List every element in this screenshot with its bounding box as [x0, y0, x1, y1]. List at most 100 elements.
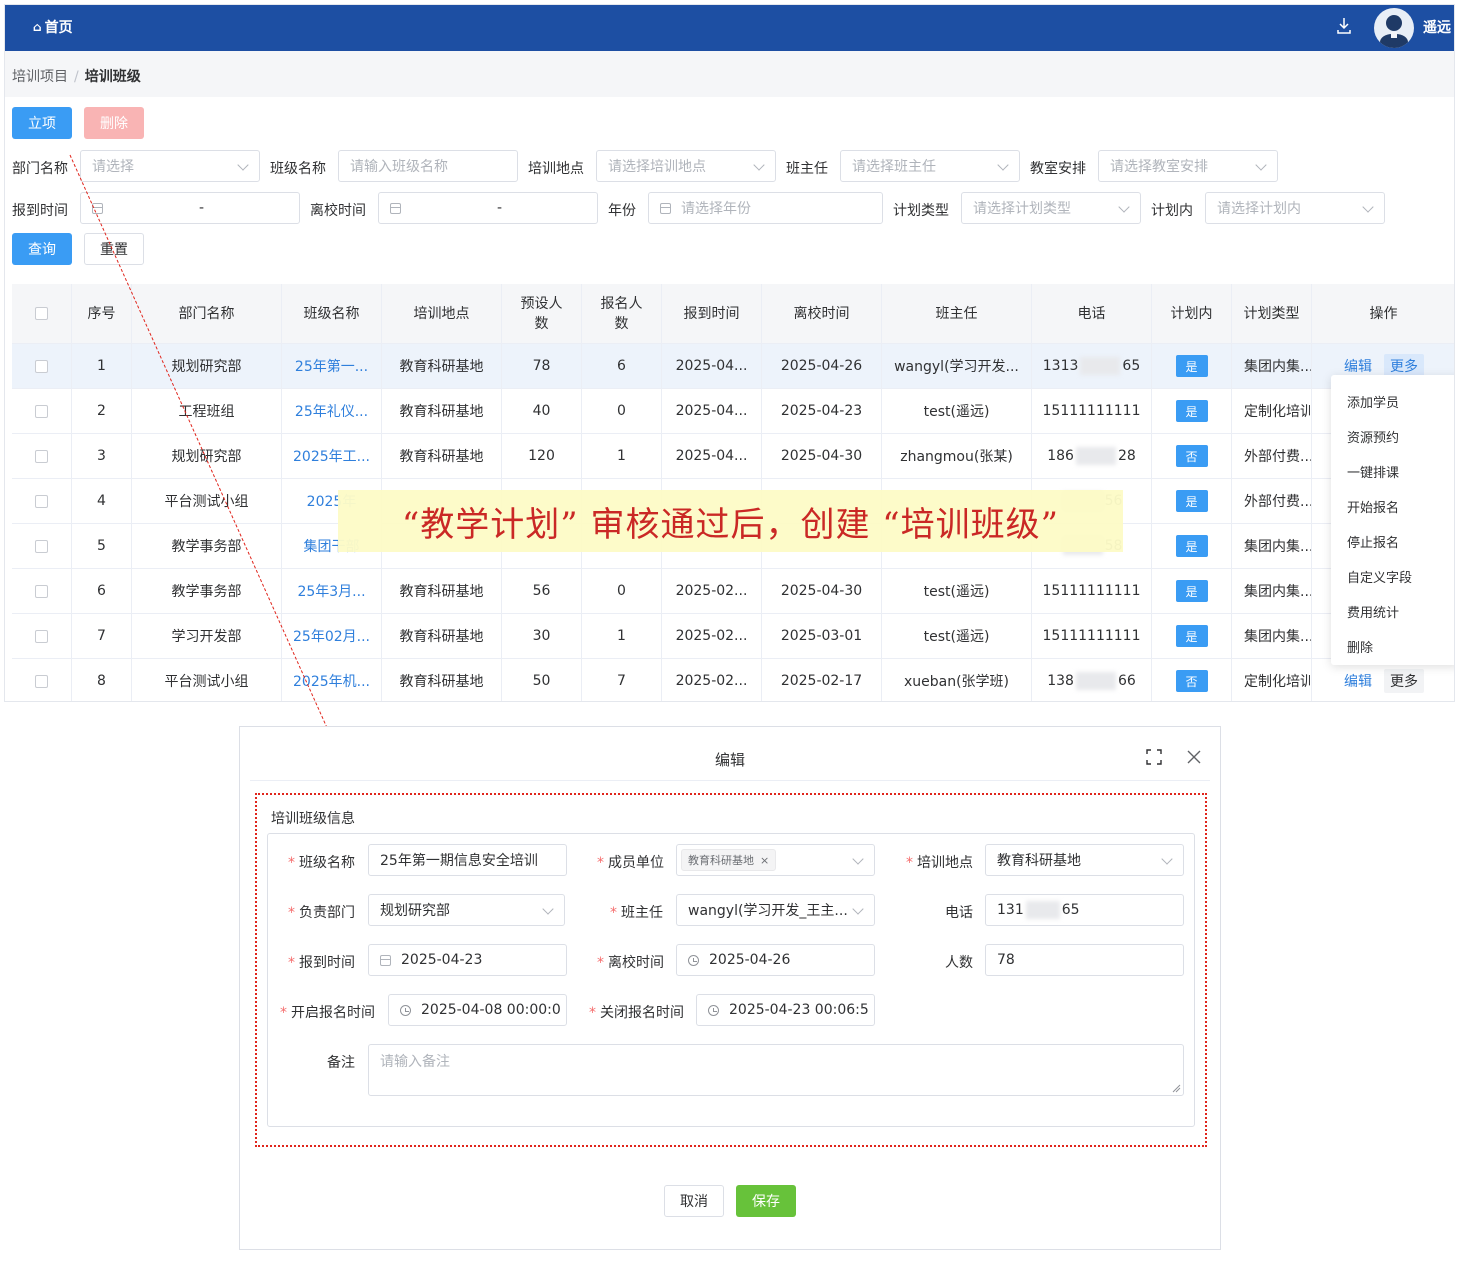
- class-name-input[interactable]: 请输入班级名称: [338, 150, 518, 182]
- table-row[interactable]: 7 学习开发部 25年02月... 教育科研基地 30 1 2025-02... 2025-0…: [12, 614, 1454, 659]
- edit-link[interactable]: 编辑: [1344, 359, 1372, 375]
- row-checkbox[interactable]: [12, 614, 72, 658]
- create-button[interactable]: 立项: [12, 107, 72, 139]
- dropdown-item[interactable]: 添加学员: [1347, 396, 1400, 411]
- reset-button[interactable]: 重置: [84, 233, 144, 265]
- class-name-label: * 班级名称: [288, 855, 355, 871]
- inplan-badge: 是: [1175, 355, 1208, 377]
- arrive-cell: 2025-04...: [662, 344, 762, 388]
- cls-cell[interactable]: 2025年机...: [282, 659, 382, 701]
- inplan-badge: 是: [1175, 400, 1208, 422]
- phone-part: 66: [1117, 673, 1136, 689]
- cls-cell[interactable]: 25年第一...: [282, 344, 382, 388]
- dropdown-item[interactable]: 资源预约: [1347, 431, 1400, 446]
- row-checkbox[interactable]: [12, 389, 72, 433]
- chevron-down-icon: [542, 903, 554, 915]
- site-select[interactable]: 请选择培训地点: [596, 150, 776, 182]
- dept-select[interactable]: 规划研究部: [368, 894, 565, 926]
- table-row[interactable]: 6 教学事务部 25年3月... 教育科研基地 56 0 2025-02... 2025-04…: [12, 569, 1454, 614]
- table-row[interactable]: 1 规划研究部 25年第一... 教育科研基地 78 6 2025-04... 2025-04…: [12, 344, 1454, 389]
- remark-textarea[interactable]: 请输入备注: [368, 1044, 1184, 1096]
- dropdown-item[interactable]: 自定义字段: [1347, 571, 1413, 586]
- query-button[interactable]: 查询: [12, 233, 72, 265]
- phone-cell: 15111111111: [1032, 389, 1152, 433]
- tag-close-icon[interactable]: ×: [760, 853, 770, 867]
- teacher-select[interactable]: wangyl(学习开发_王主...: [676, 894, 875, 926]
- home-link[interactable]: ⌂ 首页: [33, 20, 73, 36]
- cancel-button[interactable]: 取消: [664, 1185, 724, 1217]
- preset-cell: 120: [502, 434, 582, 478]
- arrive-date-range[interactable]: -: [80, 192, 300, 224]
- inplan-cell: 否: [1152, 659, 1232, 701]
- count-field[interactable]: 78: [985, 944, 1184, 976]
- year-label: 年份: [608, 203, 636, 219]
- leave-label: * 离校时间: [597, 955, 664, 971]
- cls-cell[interactable]: 25年礼仪...: [282, 389, 382, 433]
- avatar[interactable]: [1374, 8, 1414, 48]
- select-all-checkbox[interactable]: [12, 284, 72, 343]
- site-label: 培训地点: [528, 161, 584, 177]
- dept-label: 部门名称: [12, 161, 68, 177]
- ptype-cell: 集团内集...: [1232, 524, 1312, 568]
- dept-select[interactable]: 请选择: [80, 150, 260, 182]
- row-checkbox[interactable]: [12, 479, 72, 523]
- phone-part: 15111111111: [1042, 403, 1141, 419]
- leave-cell: 2025-02-17: [762, 659, 882, 701]
- leave-date-field[interactable]: 2025-04-26: [676, 944, 875, 976]
- dropdown-item[interactable]: 删除: [1347, 641, 1374, 656]
- inplan-select[interactable]: 请选择计划内: [1205, 192, 1385, 224]
- row-checkbox[interactable]: [12, 569, 72, 613]
- close-time-field[interactable]: 2025-04-23 00:06:5: [696, 994, 875, 1026]
- resize-handle-icon[interactable]: [1171, 1083, 1181, 1093]
- dropdown-item[interactable]: 开始报名: [1347, 501, 1400, 516]
- plantype-select[interactable]: 请选择计划类型: [961, 192, 1141, 224]
- save-button[interactable]: 保存: [736, 1185, 796, 1217]
- table-row[interactable]: 2 工程班组 25年礼仪... 教育科研基地 40 0 2025-04... 2025-04-…: [12, 389, 1454, 434]
- site-select[interactable]: 教育科研基地: [985, 844, 1184, 876]
- teacher-cell: test(遥远): [882, 614, 1032, 658]
- form-panel: [267, 833, 1195, 1127]
- cls-cell[interactable]: 25年3月...: [282, 569, 382, 613]
- close-icon[interactable]: [1187, 750, 1201, 764]
- count-label: 人数: [945, 955, 973, 971]
- room-select[interactable]: 请选择教室安排: [1098, 150, 1278, 182]
- inplan-cell: 是: [1152, 524, 1232, 568]
- more-button[interactable]: 更多: [1384, 354, 1424, 378]
- actions-cell: 编辑 更多: [1312, 659, 1454, 701]
- row-checkbox[interactable]: [12, 434, 72, 478]
- dept-cell: 学习开发部: [132, 614, 282, 658]
- fullscreen-icon[interactable]: [1146, 749, 1162, 765]
- year-picker[interactable]: 请选择年份: [648, 192, 883, 224]
- cls-cell[interactable]: 25年02月...: [282, 614, 382, 658]
- dropdown-item[interactable]: 停止报名: [1347, 536, 1400, 551]
- leave-cell: 2025-04-23: [762, 389, 882, 433]
- edit-link[interactable]: 编辑: [1344, 674, 1372, 690]
- row-checkbox[interactable]: [12, 524, 72, 568]
- dropdown-item[interactable]: 费用统计: [1347, 606, 1400, 621]
- enrolled-cell: 1: [582, 614, 662, 658]
- cls-cell[interactable]: 2025年工...: [282, 434, 382, 478]
- row-checkbox[interactable]: [12, 659, 72, 701]
- more-button[interactable]: 更多: [1384, 669, 1424, 693]
- member-unit-select[interactable]: 教育科研基地 ×: [676, 844, 875, 876]
- enrolled-cell: 7: [582, 659, 662, 701]
- phone-field[interactable]: 131 65: [985, 894, 1184, 926]
- chevron-down-icon: [1161, 853, 1173, 865]
- username[interactable]: 遥远: [1423, 20, 1451, 36]
- section-title: 培训班级信息: [271, 811, 355, 827]
- table-row[interactable]: 3 规划研究部 2025年工... 教育科研基地 120 1 2025-04... 2025-…: [12, 434, 1454, 479]
- row-checkbox[interactable]: [12, 344, 72, 388]
- dropdown-item[interactable]: 一键排课: [1347, 466, 1400, 481]
- table-row[interactable]: 8 平台测试小组 2025年机... 教育科研基地 50 7 2025-02... 2025-…: [12, 659, 1454, 701]
- class-name-field[interactable]: 25年第一期信息安全培训: [368, 844, 567, 876]
- leave-date-range[interactable]: -: [378, 192, 598, 224]
- teacher-select[interactable]: 请选择班主任: [840, 150, 1020, 182]
- delete-button[interactable]: 删除: [84, 107, 144, 139]
- download-icon[interactable]: [1336, 17, 1352, 35]
- arrive-date-field[interactable]: 2025-04-23: [368, 944, 567, 976]
- breadcrumb: 培训项目 / 培训班级: [12, 66, 141, 86]
- clock-icon: [688, 954, 699, 966]
- breadcrumb-current: 培训班级: [84, 69, 141, 85]
- breadcrumb-parent[interactable]: 培训项目: [12, 69, 68, 85]
- open-time-field[interactable]: 2025-04-08 00:00:0: [388, 994, 567, 1026]
